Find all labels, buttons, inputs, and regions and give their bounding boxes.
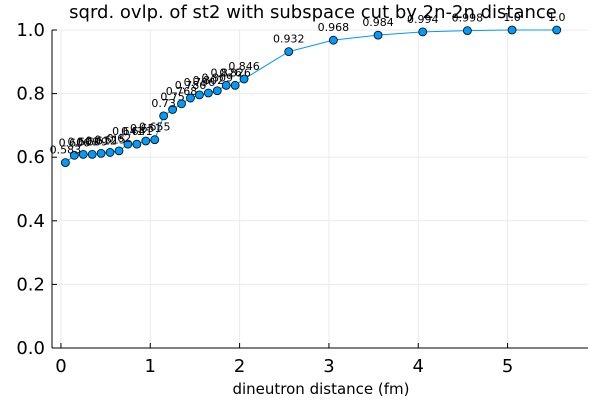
data-point bbox=[61, 158, 70, 168]
data-point bbox=[114, 146, 124, 156]
y-tick-label: 1.0 bbox=[16, 20, 45, 41]
data-point bbox=[221, 80, 231, 90]
data-label: 0.62 bbox=[107, 132, 132, 145]
data-point bbox=[552, 25, 562, 35]
data-label: 0.609 bbox=[68, 135, 100, 148]
y-tick-label: 0.0 bbox=[16, 338, 45, 359]
data-label: 0.809 bbox=[202, 72, 234, 85]
data-label: 0.998 bbox=[452, 12, 484, 25]
data-label: 1.0 bbox=[548, 11, 566, 24]
data-label: 0.826 bbox=[210, 66, 242, 79]
data-point bbox=[230, 80, 240, 90]
data-label: 0.768 bbox=[166, 85, 198, 98]
data-point bbox=[177, 99, 186, 109]
data-point bbox=[69, 150, 79, 160]
data-label: 0.655 bbox=[139, 121, 171, 134]
data-point bbox=[141, 136, 151, 146]
data-point bbox=[284, 47, 294, 57]
chart-title: sqrd. ovlp. of st2 with subspace cut by … bbox=[69, 2, 557, 23]
data-point bbox=[96, 148, 106, 158]
data-point bbox=[203, 88, 213, 98]
data-label: 0.612 bbox=[85, 134, 117, 147]
data-point bbox=[418, 27, 428, 37]
data-label: 0.615 bbox=[94, 133, 126, 146]
data-label: 0.968 bbox=[318, 21, 350, 34]
data-point bbox=[105, 148, 115, 157]
data-label: 0.73 bbox=[151, 97, 176, 110]
data-point bbox=[132, 139, 142, 149]
data-point bbox=[78, 149, 88, 159]
data-label: 0.583 bbox=[50, 144, 82, 157]
x-tick-label: 0 bbox=[55, 356, 66, 377]
data-label: 0.641 bbox=[112, 125, 144, 138]
series-line bbox=[65, 29, 557, 163]
data-point bbox=[123, 139, 133, 149]
data-label: 0.75 bbox=[160, 91, 185, 104]
data-label: 0.994 bbox=[407, 13, 439, 26]
data-point bbox=[150, 135, 160, 145]
x-tick-label: 1 bbox=[145, 356, 156, 377]
y-tick-label: 0.8 bbox=[16, 84, 45, 105]
x-tick-label: 3 bbox=[323, 356, 334, 377]
data-label: 0.609 bbox=[76, 135, 108, 148]
data-point bbox=[168, 105, 178, 114]
data-label: 0.606 bbox=[59, 136, 91, 149]
data-point bbox=[87, 149, 97, 159]
y-tick-label: 0.6 bbox=[16, 147, 45, 168]
data-point bbox=[194, 90, 204, 100]
data-label: 0.651 bbox=[130, 122, 162, 135]
data-point bbox=[507, 25, 517, 35]
data-label: 0.786 bbox=[175, 79, 207, 92]
data-point bbox=[239, 74, 249, 84]
data-label: 0.796 bbox=[184, 76, 216, 89]
data-point bbox=[186, 93, 195, 103]
data-label: 0.846 bbox=[228, 60, 260, 73]
data-point bbox=[462, 26, 472, 36]
x-axis-label: dineutron distance (fm) bbox=[232, 380, 409, 398]
data-point bbox=[212, 86, 222, 96]
data-label: 0.641 bbox=[121, 125, 153, 138]
y-tick-label: 0.2 bbox=[16, 274, 45, 295]
data-point bbox=[373, 30, 383, 40]
y-tick-label: 0.4 bbox=[16, 211, 45, 232]
data-label: 0.984 bbox=[362, 16, 394, 29]
data-label: 0.932 bbox=[273, 33, 305, 46]
data-point bbox=[328, 35, 338, 45]
x-tick-label: 4 bbox=[413, 356, 424, 377]
data-label: 0.802 bbox=[193, 74, 225, 87]
x-tick-label: 5 bbox=[502, 356, 513, 377]
data-point bbox=[159, 111, 169, 121]
x-tick-label: 2 bbox=[234, 356, 245, 377]
data-label: 0.826 bbox=[219, 66, 251, 79]
data-label: 1.0 bbox=[503, 11, 521, 24]
